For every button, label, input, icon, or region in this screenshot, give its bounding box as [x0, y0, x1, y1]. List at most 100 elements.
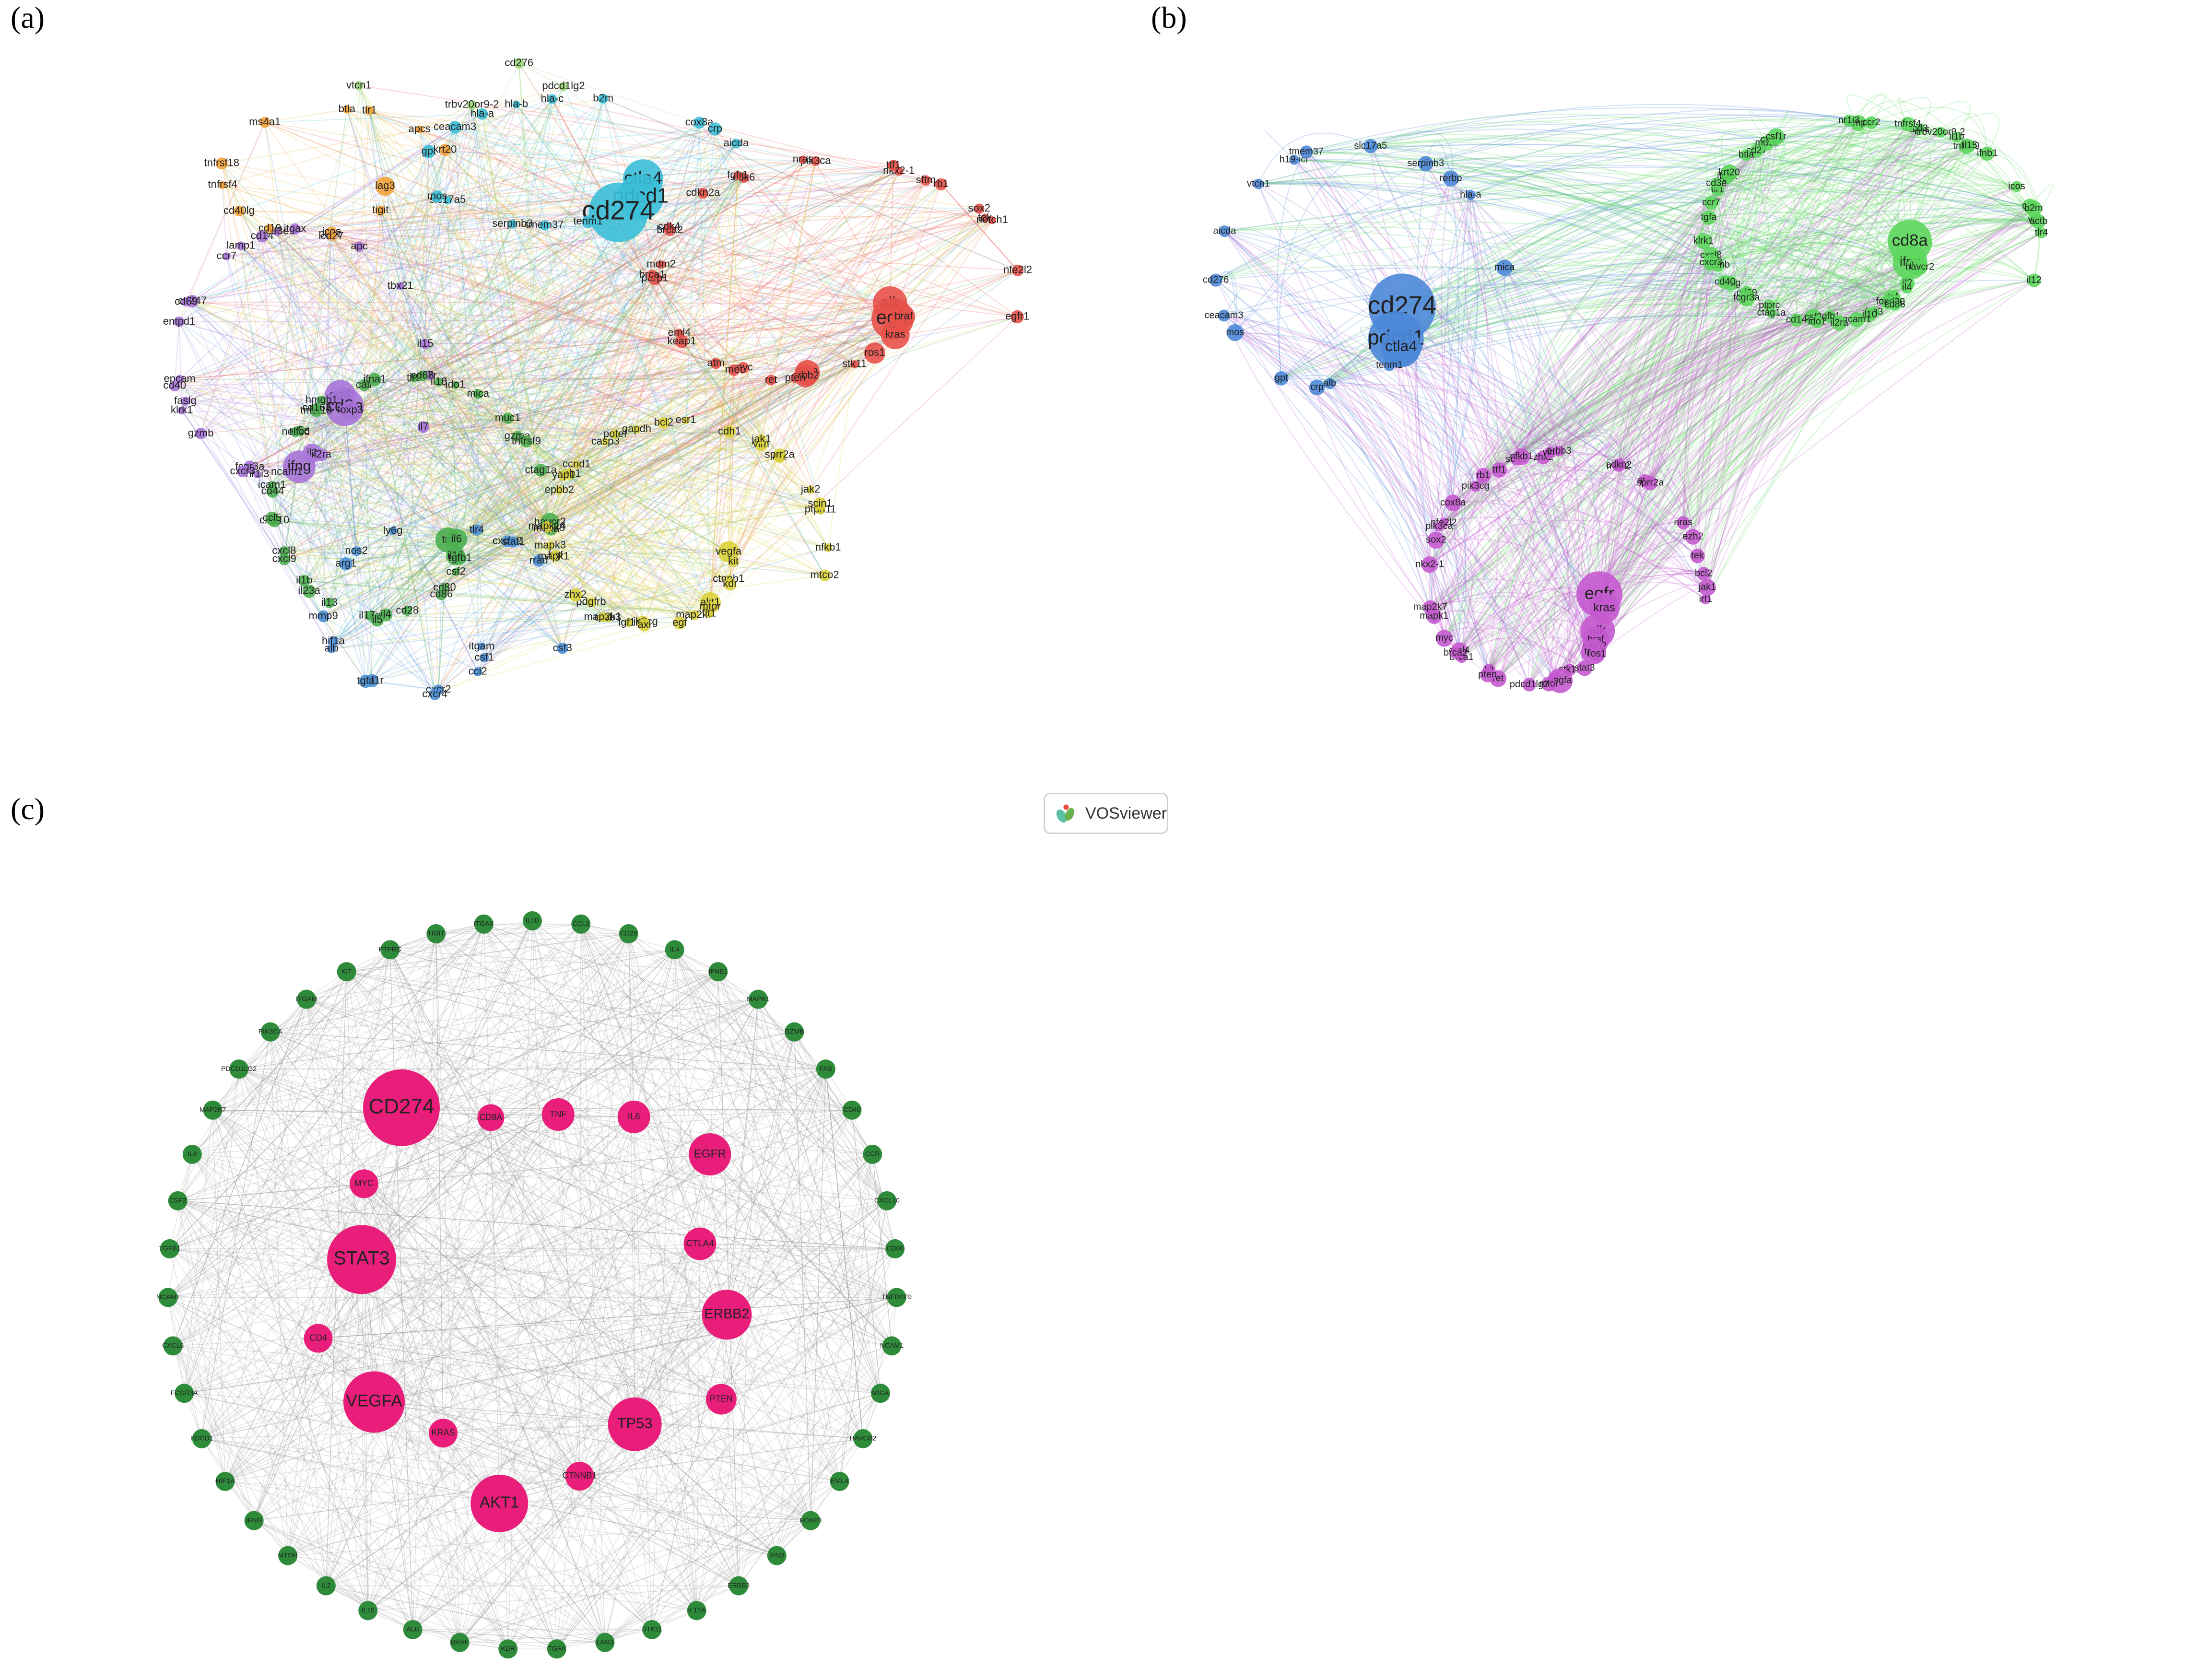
panel-a-edge [549, 528, 825, 576]
panel-c-edge [167, 1297, 368, 1611]
panel-a-edge [444, 540, 508, 588]
panel-a-edge [602, 177, 745, 618]
panel-a-node-circle [315, 448, 328, 461]
panel-c-edge [556, 1200, 887, 1649]
panel-b-edge [1650, 189, 1720, 483]
panel-b-edge [1717, 183, 2017, 266]
panel-a-node-trbv20or9-2: trbv20or9-2 [445, 98, 499, 110]
panel-b-edge [1439, 526, 1594, 652]
panel-a-edge [447, 200, 545, 226]
panel-b-node-label: vim [1543, 447, 1558, 458]
panel-a-edge [222, 184, 806, 376]
panel-a-edge [270, 211, 619, 229]
panel-c-edge [499, 1069, 826, 1504]
panel-b-edge [1717, 159, 2017, 190]
panel-b-node-il4: il4 [1901, 282, 1913, 294]
panel-a-edge [271, 518, 346, 564]
panel-a-edge [628, 159, 804, 623]
panel-a-node-circle [507, 536, 519, 548]
panel-c-edge [674, 950, 864, 1439]
panel-a-edge [553, 165, 894, 557]
panel-a-node-circle [317, 610, 329, 623]
panel-a-edge [445, 149, 855, 365]
panel-b-edge [1441, 178, 1454, 503]
panel-b-edge [1648, 293, 1747, 483]
panel-b-node-pik3ca: pik3ca [1425, 521, 1454, 532]
panel-a-node-label: crp [708, 122, 723, 134]
panel-b-edge [1452, 458, 1484, 503]
panel-b-edge [1223, 315, 1462, 658]
panel-a-edge [284, 352, 875, 560]
panel-c-edge [389, 950, 413, 1630]
panel-b-edge [1443, 262, 1911, 524]
panel-a-edge [311, 453, 435, 695]
panel-b-edge [1489, 451, 1560, 670]
panel-c-edge [238, 1069, 897, 1298]
panel-b-edge [1434, 267, 1920, 617]
panel-b-edge [1257, 184, 1556, 679]
panel-c-edge [224, 999, 759, 1482]
panel-a-node-label: stat1 [502, 535, 525, 547]
panel-a-node-circle [291, 427, 301, 437]
panel-c-ring-node-ccr: CCR [863, 1144, 882, 1164]
panel-b-edge [1466, 267, 1505, 470]
panel-b-edge [1542, 457, 1557, 684]
panel-a-edge [242, 377, 796, 472]
panel-a-edge [550, 454, 780, 523]
panel-a-edge [827, 364, 855, 548]
panel-b-node-circle [1475, 468, 1491, 483]
panel-b-edge [1224, 231, 1490, 670]
panel-c-edge [177, 971, 347, 1201]
panel-a-edge [716, 363, 808, 373]
panel-b-edge [1224, 231, 1619, 467]
panel-b-edge [1461, 319, 1857, 658]
panel-b-edge [1450, 178, 1598, 654]
panel-b-edge [1224, 226, 1888, 303]
panel-c-hub-node-tp53: TP53 [608, 1397, 662, 1451]
panel-b-node-il10: il10 [1862, 308, 1877, 322]
panel-b-edge [1706, 317, 1814, 588]
panel-a-edge [350, 110, 370, 411]
panel-a-edge [423, 98, 604, 427]
panel-a-node-circle [439, 144, 451, 156]
panel-c-edge [634, 1116, 697, 1611]
panel-a-node-circle [265, 224, 275, 234]
panel-a-edge [241, 180, 926, 247]
panel-a-edge [507, 418, 828, 548]
panel-b-edge [1775, 134, 2039, 222]
panel-b-edge [1746, 274, 1821, 318]
panel-a-edge [365, 622, 629, 682]
panel-b-edges [1215, 92, 2054, 685]
panel-c-ring-circle [215, 1471, 235, 1491]
panel-c-edge [225, 1423, 635, 1482]
panel-a-node-il6: il6 [446, 529, 467, 550]
panel-a-node-circle [473, 667, 482, 677]
panel-a-edge [308, 150, 446, 592]
panel-b-edge [1370, 117, 1970, 147]
panel-a-node-label: kit [728, 555, 739, 567]
panel-a-edge [329, 234, 556, 556]
panel-b-node-circle [1576, 660, 1593, 676]
panel-a-edge [226, 211, 619, 257]
panel-b-edge [1223, 286, 1243, 316]
panel-b-edge [1458, 322, 1840, 651]
panel-c-hub-node-erbb2: ERBB2 [702, 1290, 752, 1340]
panel-b-edge [1463, 195, 1500, 470]
panel-c-edge [361, 971, 718, 1260]
panel-c-ring-circle [785, 1022, 804, 1042]
panel-c-edge [184, 1069, 239, 1394]
panel-a-edge [364, 385, 629, 623]
panel-c-edge [192, 1154, 722, 1400]
panel-a-node-hla-a: hla-a [470, 107, 494, 120]
panel-b-edge [1451, 176, 1911, 263]
panel-c-edge [839, 1154, 873, 1482]
panel-b-edge [1396, 136, 1776, 340]
panel-a-node-label: atm [707, 357, 725, 369]
panel-c-edge [224, 933, 629, 1482]
panel-c-edge [401, 1107, 460, 1643]
panel-c-edge [270, 1032, 811, 1521]
panel-c-hub-node-kras: KRAS [429, 1419, 458, 1448]
panel-b-edge [1425, 109, 1849, 164]
panel-b-edge [1461, 195, 1489, 658]
panel-a-edge [222, 185, 273, 485]
